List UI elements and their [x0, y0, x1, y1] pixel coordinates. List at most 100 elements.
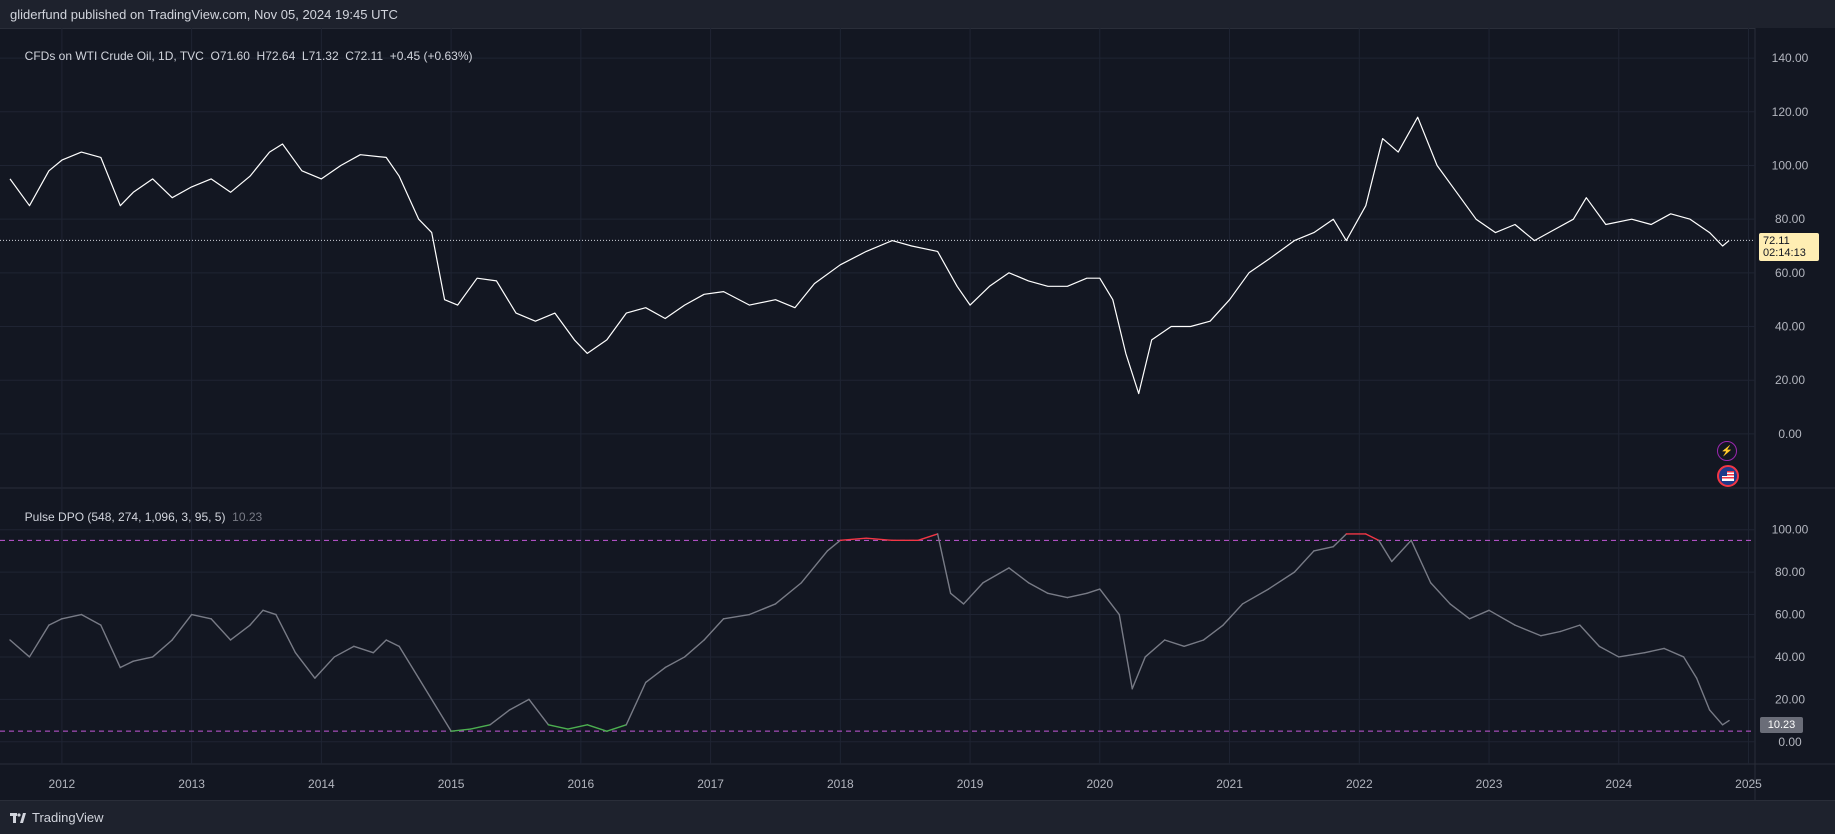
publish-text: gliderfund published on TradingView.com,…	[10, 7, 398, 22]
indicator-segment	[1222, 603, 1244, 626]
indicator-segment	[80, 613, 102, 626]
last-price-tag: 72.11 02:14:13	[1759, 233, 1819, 261]
x-tick-label-2022: 2022	[1346, 777, 1373, 791]
indicator-segment	[1579, 624, 1601, 648]
indicator-segment	[171, 613, 193, 641]
indicator-segment	[949, 592, 965, 605]
indicator-segment	[1449, 603, 1471, 620]
indicator-segment	[962, 582, 984, 605]
indicator-segment	[190, 613, 212, 620]
indicator-segment	[826, 539, 842, 552]
y-tick-label-0-140.00: 140.00	[1772, 51, 1809, 65]
indicator-segment	[385, 639, 400, 648]
x-tick-label-2018: 2018	[827, 777, 854, 791]
brand-label: TradingView	[32, 810, 104, 825]
indicator-segment	[1410, 539, 1432, 584]
indicator-segment	[1598, 645, 1620, 658]
indicator-segment	[210, 618, 232, 641]
indicator-segment	[1514, 624, 1542, 637]
x-tick-label-2016: 2016	[568, 777, 595, 791]
indicator-segment	[703, 618, 725, 641]
indicator-segment	[430, 698, 452, 732]
y-tick-label-1-60.00: 60.00	[1775, 608, 1805, 622]
y-tick-label-0-80.00: 80.00	[1775, 212, 1805, 226]
x-tick-label-2013: 2013	[178, 777, 205, 791]
symbol-label: CFDs on WTI Crude Oil, 1D, TVC	[24, 49, 204, 63]
indicator-segment	[774, 582, 803, 605]
tradingview-logo-icon	[10, 812, 26, 823]
indicator-segment	[625, 681, 647, 726]
indicator-segment	[372, 639, 387, 654]
indicator-segment	[1008, 567, 1030, 584]
indicator-segment	[1131, 656, 1146, 690]
indicator-segment	[1468, 609, 1490, 620]
low-value: L71.32	[301, 49, 339, 63]
indicator-segment	[469, 724, 491, 730]
x-tick-label-2019: 2019	[957, 777, 984, 791]
indicator-segment	[353, 645, 374, 654]
indicator-segment	[508, 698, 530, 711]
indicator-segment	[748, 603, 777, 616]
indicator-segment	[152, 639, 173, 658]
flag-glyph	[1722, 471, 1734, 481]
y-tick-label-0-100.00: 100.00	[1772, 158, 1809, 172]
indicator-segment	[28, 624, 50, 658]
indicator-segment	[314, 656, 336, 679]
price-axis-bg[interactable]	[1755, 28, 1835, 800]
indicator-segment	[1313, 545, 1335, 552]
indicator-value-tag: 10.23	[1760, 717, 1803, 733]
indicator-segment	[528, 698, 550, 726]
indicator-segment	[683, 639, 705, 658]
indicator-segment	[275, 613, 297, 654]
indicator-segment	[1559, 624, 1581, 633]
x-tick-label-2024: 2024	[1605, 777, 1632, 791]
indicator-segment	[1144, 639, 1166, 658]
indicator-segment	[1267, 571, 1296, 590]
indicator-segment	[48, 618, 63, 626]
indicator-segment	[1099, 588, 1120, 616]
x-tick-label-2021: 2021	[1216, 777, 1243, 791]
indicator-segment	[1540, 630, 1562, 637]
x-tick-label-2015: 2015	[438, 777, 465, 791]
y-tick-label-0-0.00: 0.00	[1778, 427, 1802, 441]
indicator-segment	[839, 537, 867, 542]
x-tick-label-2025: 2025	[1735, 777, 1762, 791]
indicator-segment	[982, 567, 1010, 584]
x-tick-label-2017: 2017	[697, 777, 724, 791]
indicator-segment	[294, 652, 316, 679]
indicator-segment	[398, 645, 420, 679]
y-tick-label-0-20.00: 20.00	[1775, 373, 1805, 387]
tradingview-brand[interactable]: TradingView	[10, 810, 104, 825]
indicator-segment	[936, 533, 952, 595]
indicator-segment	[722, 613, 751, 620]
indicator-title: Pulse DPO (548, 274, 1,096, 3, 95, 5)	[24, 510, 226, 524]
indicator-segment	[1066, 592, 1088, 599]
indicator-segment	[61, 613, 83, 620]
lightning-icon[interactable]: ⚡	[1717, 441, 1737, 461]
y-tick-label-0-40.00: 40.00	[1775, 320, 1805, 334]
indicator-segment	[1488, 609, 1516, 626]
indicator-segment	[586, 724, 608, 732]
indicator-segment	[800, 550, 829, 584]
y-tick-label-1-100.00: 100.00	[1772, 523, 1809, 537]
indicator-value: 10.23	[232, 510, 263, 524]
indicator-segment	[1429, 582, 1451, 605]
indicator-segment	[119, 660, 134, 669]
indicator-segment	[132, 656, 154, 662]
indicator-segment	[1027, 582, 1049, 595]
indicator-segment	[1047, 592, 1069, 599]
indicator-segment	[333, 645, 355, 658]
indicator-segment	[1378, 539, 1393, 563]
indicator-segment	[1086, 588, 1101, 595]
indicator-segment	[1721, 719, 1730, 726]
high-value: H72.64	[256, 49, 296, 63]
y-tick-label-1-40.00: 40.00	[1775, 650, 1805, 664]
indicator-segment	[450, 728, 472, 732]
indicator-segment	[1241, 588, 1270, 605]
y-tick-label-1-80.00: 80.00	[1775, 565, 1805, 579]
indicator-segment	[567, 724, 589, 730]
indicator-pane-legend: Pulse DPO (548, 274, 1,096, 3, 95, 5) 10…	[18, 496, 263, 524]
indicator-segment	[664, 656, 686, 669]
us-flag-icon[interactable]	[1717, 465, 1739, 487]
